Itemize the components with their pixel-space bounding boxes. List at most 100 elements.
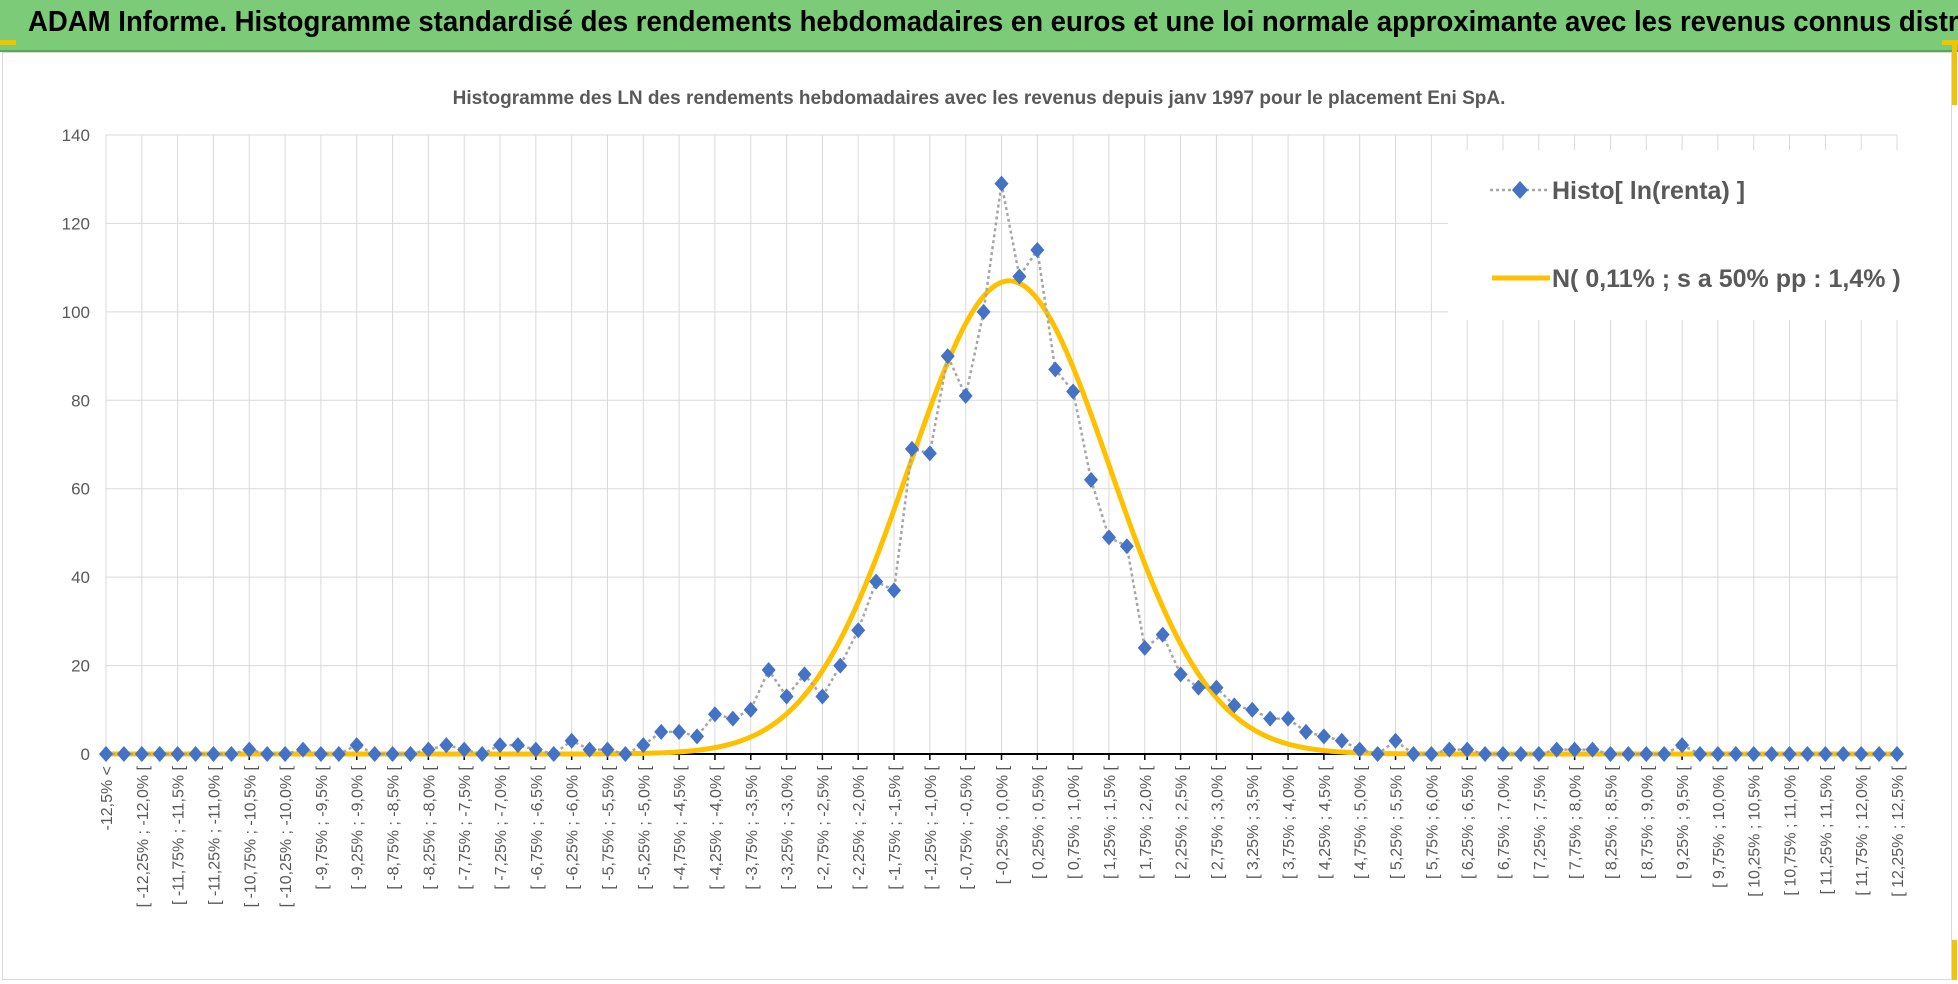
x-tick-label: [ 10,25% ; 10,5% [ [1747, 765, 1764, 896]
histo-point [528, 741, 543, 758]
histo-point [1048, 361, 1063, 378]
histo-point [564, 732, 579, 749]
legend-normal-label: N( 0,11% ; s a 50% pp : 1,4% ) [1552, 265, 1901, 293]
y-tick-label: 40 [71, 568, 90, 587]
x-tick-label: [ 6,25% ; 6,5% [ [1460, 765, 1477, 879]
histo-point [1800, 746, 1815, 762]
histo-point [1209, 679, 1224, 696]
x-tick-label: [ 11,25% ; 11,5% [ [1818, 765, 1835, 894]
legend-background [1448, 150, 1948, 320]
histo-point [546, 746, 561, 762]
histo-point [99, 746, 113, 762]
histo-point [475, 746, 490, 762]
histo-point [1334, 732, 1349, 749]
corner-mark-right-side [1952, 45, 1957, 105]
histo-point [1872, 746, 1887, 762]
histo-point [1030, 241, 1045, 258]
histogram-series [99, 175, 1904, 762]
histo-point [116, 746, 131, 762]
histo-point [1728, 746, 1743, 762]
x-tick-label: -12,5% < [99, 766, 116, 830]
histo-point [1084, 471, 1099, 488]
x-tick-label: [ -2,25% ; -2,0% [ [851, 765, 868, 889]
histo-point [1710, 746, 1725, 762]
histo-point [1890, 746, 1904, 762]
corner-mark-right [1942, 40, 1958, 45]
x-tick-label: [ -9,75% ; -9,5% [ [314, 765, 331, 889]
histo-point [439, 737, 454, 754]
x-tick-label: [ 5,75% ; 6,0% [ [1424, 765, 1441, 879]
corner-mark-right-bottom [1952, 940, 1957, 980]
histo-point [1585, 741, 1600, 758]
histo-point [1101, 529, 1116, 546]
x-tick-label: [ 4,75% ; 5,0% [ [1353, 765, 1370, 879]
chart-frame [2, 52, 1952, 980]
histo-point [725, 710, 740, 727]
histo-point [1657, 746, 1672, 762]
legend-histo-marker [1512, 181, 1528, 199]
histo-point [1836, 746, 1851, 762]
x-tick-label: [ -4,25% ; -4,0% [ [708, 765, 725, 889]
histo-point [797, 666, 812, 683]
histo-point [976, 303, 991, 320]
histo-point [1191, 679, 1206, 696]
x-tick-label: [ 5,25% ; 5,5% [ [1389, 765, 1406, 879]
histo-point [1298, 723, 1313, 740]
x-tick-label: [ -1,75% ; -1,5% [ [887, 765, 904, 889]
y-tick-label: 100 [62, 303, 90, 322]
histo-point [743, 701, 758, 718]
histo-point [1460, 741, 1475, 758]
histo-point [1245, 701, 1260, 718]
y-tick-label: 120 [62, 214, 90, 233]
x-tick-label: [ 11,75% ; 12,0% [ [1854, 765, 1871, 895]
x-tick-label: [ -8,25% ; -8,0% [ [421, 765, 438, 889]
x-tick-label: [ 8,75% ; 9,0% [ [1639, 765, 1656, 879]
y-tick-label: 80 [71, 391, 90, 410]
histo-point [510, 737, 525, 754]
x-tick-label: [ -0,75% ; -0,5% [ [959, 765, 976, 889]
histo-point [331, 746, 346, 762]
histo-point [170, 746, 185, 762]
histo-point [296, 741, 311, 758]
x-tick-label: [ -11,25% ; -11,0% [ [206, 765, 223, 905]
histo-point [1066, 383, 1081, 400]
histo-point [761, 661, 776, 678]
x-tick-label: [ 8,25% ; 8,5% [ [1603, 765, 1620, 879]
histo-point [1119, 538, 1134, 555]
x-tick-label: [ 9,75% ; 10,0% [ [1711, 765, 1728, 887]
x-tick-label: [ -10,25% ; -10,0% [ [278, 765, 295, 907]
histo-point [1316, 728, 1331, 745]
y-tick-label: 20 [71, 657, 90, 676]
histo-point [152, 746, 167, 762]
x-tick-label: [ 1,75% ; 2,0% [ [1138, 765, 1155, 879]
histo-point [1675, 737, 1690, 754]
x-tick-label: [ -1,25% ; -1,0% [ [923, 765, 940, 889]
histo-point [887, 582, 902, 599]
x-tick-label: [ -11,75% ; -11,5% [ [171, 765, 188, 905]
x-tick-label: [ -8,75% ; -8,5% [ [386, 765, 403, 889]
corner-mark-left [0, 40, 16, 45]
histo-point [134, 746, 149, 762]
x-tick-label: [ 3,75% ; 4,0% [ [1281, 765, 1298, 879]
x-tick-label: [ 6,75% ; 7,0% [ [1496, 765, 1513, 879]
histo-point [1567, 741, 1582, 758]
histo-point [1406, 746, 1421, 762]
x-tick-label: [ -10,75% ; -10,5% [ [242, 765, 259, 907]
chart-title: Histogramme des LN des rendements hebdom… [453, 88, 1506, 109]
histo-point [869, 573, 884, 590]
histo-point [349, 737, 364, 754]
histo-point [1424, 746, 1439, 762]
report-title: ADAM Informe. Histogramme standardisé de… [28, 6, 1958, 38]
histo-point [940, 348, 955, 365]
x-tick-label: [ 3,25% ; 3,5% [ [1245, 765, 1262, 879]
histo-point [1603, 746, 1618, 762]
histo-point [1227, 697, 1242, 714]
histo-point [1495, 746, 1510, 762]
x-tick-label: [ -5,75% ; -5,5% [ [600, 765, 617, 889]
histo-point [1621, 746, 1636, 762]
report-header: ADAM Informe. Histogramme standardisé de… [0, 0, 1958, 52]
histo-point [1692, 746, 1707, 762]
x-tick-label: [ 0,25% ; 0,5% [ [1030, 765, 1047, 879]
histo-point [260, 746, 275, 762]
